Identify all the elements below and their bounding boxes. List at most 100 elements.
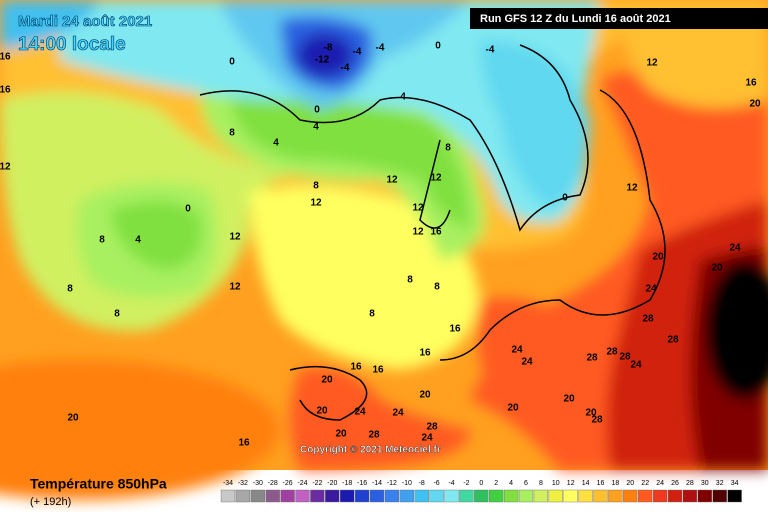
scale-label: 30 bbox=[701, 480, 709, 487]
scale-swatch bbox=[548, 489, 563, 503]
scale-label: 8 bbox=[539, 480, 543, 487]
contour-label: 8 bbox=[434, 282, 440, 293]
contour-label: 16 bbox=[449, 324, 461, 335]
contour-label: 20 bbox=[419, 390, 431, 401]
contour-label: 4 bbox=[313, 122, 319, 133]
contour-label: 20 bbox=[321, 375, 333, 386]
scale-label: -20 bbox=[327, 480, 337, 487]
coastlines bbox=[199, 44, 666, 421]
scale-label: 4 bbox=[509, 480, 513, 487]
scale-swatch bbox=[235, 489, 251, 503]
contour-label: 8 bbox=[313, 181, 319, 192]
contour-label: 20 bbox=[585, 408, 597, 419]
contour-label: 12 bbox=[412, 227, 424, 238]
scale-swatch bbox=[697, 489, 712, 503]
scale-label: 24 bbox=[656, 480, 664, 487]
contour-label: 12 bbox=[229, 282, 241, 293]
contour-label: -4 bbox=[376, 43, 385, 54]
contour-label: -4 bbox=[341, 63, 350, 74]
contour-label: 28 bbox=[591, 415, 603, 426]
contour-label: 12 bbox=[229, 232, 241, 243]
forecast-time: 14:00 locale bbox=[18, 34, 126, 55]
contour-label: 20 bbox=[563, 394, 575, 405]
scale-label: 14 bbox=[582, 480, 590, 487]
contour-label: 0 bbox=[435, 41, 441, 52]
scale-label: 26 bbox=[671, 480, 679, 487]
scale-label: -12 bbox=[387, 480, 397, 487]
contour-label: 20 bbox=[316, 406, 328, 417]
contour-label: 12 bbox=[310, 198, 322, 209]
scale-label: 12 bbox=[567, 480, 575, 487]
scale-swatch bbox=[399, 489, 414, 503]
scale-swatch bbox=[459, 489, 474, 503]
scale-label: 20 bbox=[626, 480, 634, 487]
contour-label: 8 bbox=[369, 309, 375, 320]
contour-label: 0 bbox=[185, 204, 191, 215]
contour-label: 12 bbox=[646, 58, 658, 69]
contour-label: 28 bbox=[586, 353, 598, 364]
scale-swatch bbox=[503, 489, 519, 503]
scale-swatch bbox=[563, 489, 578, 503]
contour-label: -8 bbox=[324, 43, 333, 54]
scale-swatch bbox=[489, 489, 504, 503]
temperature-field bbox=[0, 0, 768, 500]
scale-label: 2 bbox=[494, 480, 498, 487]
contour-label: 12 bbox=[412, 203, 424, 214]
scale-label: -14 bbox=[372, 480, 382, 487]
contour-label: 8 bbox=[445, 143, 451, 154]
scale-label: -24 bbox=[297, 480, 307, 487]
scale-swatch bbox=[533, 489, 549, 503]
contour-label: 4 bbox=[273, 138, 279, 149]
scale-swatch bbox=[280, 489, 295, 503]
contour-labels: -8-12-4-4 -4 0 -400444812201616161204888121… bbox=[0, 41, 761, 449]
contour-label: 24 bbox=[354, 407, 366, 418]
contour-label: 8 bbox=[114, 309, 120, 320]
contour-label: 8 bbox=[67, 284, 73, 295]
contour-label: 12 bbox=[0, 162, 11, 173]
contour-label: -4 bbox=[486, 45, 495, 56]
scale-swatch bbox=[369, 489, 385, 503]
scale-swatch bbox=[444, 489, 459, 503]
contour-label: -4 bbox=[353, 47, 362, 58]
copyright: Copyright © 2021 Meteociel.fr bbox=[300, 445, 441, 456]
scale-swatch bbox=[578, 489, 593, 503]
scale-swatch bbox=[474, 489, 489, 503]
scale-swatch bbox=[682, 489, 698, 503]
contour-label: 28 bbox=[619, 352, 631, 363]
scale-swatch bbox=[340, 489, 355, 503]
contour-label: 8 bbox=[407, 275, 413, 286]
scale-label: 0 bbox=[479, 480, 483, 487]
scale-swatch bbox=[638, 489, 653, 503]
scale-swatch bbox=[727, 489, 742, 503]
scale-label: -10 bbox=[402, 480, 412, 487]
contour-label: 0 bbox=[229, 57, 235, 68]
scale-swatch bbox=[429, 489, 444, 503]
contour-label: 4 bbox=[400, 92, 406, 103]
contour-label: 16 bbox=[350, 362, 362, 373]
contour-label: 28 bbox=[642, 314, 654, 325]
scale-swatch bbox=[593, 489, 608, 503]
lead-time: (+ 192h) bbox=[30, 496, 71, 508]
contour-label: 24 bbox=[392, 408, 404, 419]
scale-swatch bbox=[310, 489, 325, 503]
contour-label: 0 bbox=[562, 193, 568, 204]
contour-label: 12 bbox=[430, 173, 442, 184]
contour-label: 12 bbox=[386, 175, 398, 186]
scale-label: -6 bbox=[433, 480, 439, 487]
contour-label: 20 bbox=[711, 263, 723, 274]
scale-label: -28 bbox=[268, 480, 278, 487]
scale-swatch bbox=[325, 489, 340, 503]
contour-label: 24 bbox=[421, 433, 433, 444]
contour-label: 16 bbox=[430, 227, 442, 238]
contour-label: 8 bbox=[99, 235, 105, 246]
contour-label: 16 bbox=[238, 438, 250, 449]
scale-swatch bbox=[414, 489, 429, 503]
forecast-date: Mardi 24 août 2021 bbox=[18, 13, 152, 30]
contour-label: -12 bbox=[315, 55, 330, 66]
scale-label: 6 bbox=[524, 480, 528, 487]
scale-label: 18 bbox=[612, 480, 620, 487]
contour-label: 20 bbox=[652, 252, 664, 263]
scale-label: 34 bbox=[731, 480, 739, 487]
contour-label: 16 bbox=[372, 365, 384, 376]
